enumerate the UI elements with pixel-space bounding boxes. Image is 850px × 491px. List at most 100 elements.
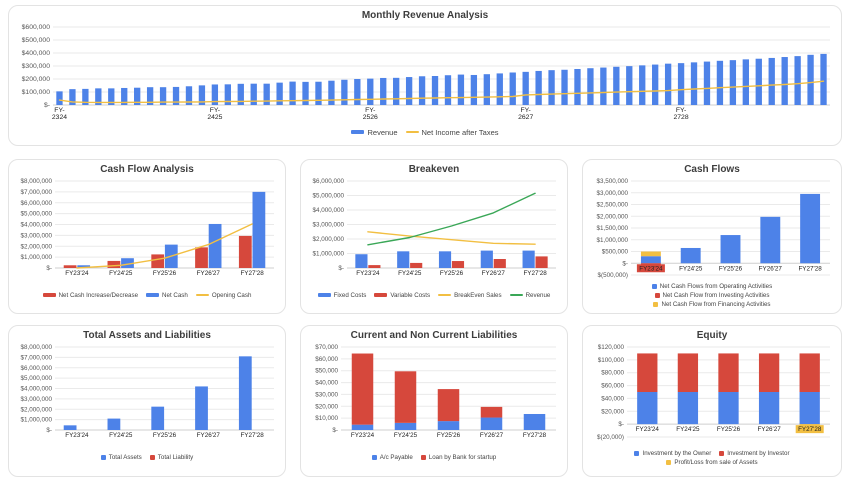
legend-label: Net Cash Flows from Operating Activities [659, 282, 773, 290]
svg-text:FY-2425: FY-2425 [207, 107, 222, 121]
svg-text:$200,000: $200,000 [22, 76, 51, 83]
legend-item: Net Cash Flows from Operating Activities [651, 282, 773, 291]
legend-marker-bar-icon [371, 455, 377, 460]
svg-text:$3,000,000: $3,000,000 [596, 190, 628, 197]
svg-text:$-: $- [622, 260, 628, 267]
legend-marker-bar-icon [719, 450, 725, 456]
legend-marker-line-icon [438, 294, 452, 296]
current-noncurrent-liabilities-plot[interactable]: $70,000 $60,000 $50,000 $40,000 $30,000 $20,0… [307, 342, 561, 442]
svg-text:FY23'24: FY23'24 [351, 432, 375, 439]
svg-text:$(20,000): $(20,000) [597, 434, 624, 441]
legend-item: Opening Cash [195, 291, 252, 300]
svg-text:FY27'28: FY27'28 [798, 265, 822, 272]
svg-text:FY27'28: FY27'28 [523, 432, 547, 439]
svg-text:$7,000,000: $7,000,000 [20, 354, 52, 361]
legend-label: BreakEven Sales [454, 291, 502, 299]
svg-text:$120,000: $120,000 [598, 344, 625, 351]
svg-text:FY26'27: FY26'27 [197, 270, 221, 277]
legend-item: Fixed Costs [317, 291, 366, 300]
chart-legend: Net Cash Increase/Decrease Net Cash Openin… [15, 280, 279, 310]
legend-item: Revenue [351, 127, 398, 137]
legend-marker-bar-icon [374, 293, 388, 297]
legend-label: Revenue [367, 127, 398, 137]
legend-marker-bar-icon [653, 301, 659, 307]
legend-item: Net Income after Taxes [405, 128, 499, 137]
cash-flows-chart-card[interactable]: Cash Flows $3,500,000 $3,000,000 $2,500,00… [582, 159, 842, 314]
svg-text:$4,000,000: $4,000,000 [312, 207, 344, 214]
middle-chart-row: Cash Flow Analysis $8,000,000 $7,000,000 $… [8, 159, 842, 314]
cash-flows-plot[interactable]: $3,500,000 $3,000,000 $2,500,000 $2,000,000… [589, 176, 835, 280]
svg-text:FY27'28: FY27'28 [240, 432, 264, 439]
svg-text:$30,000: $30,000 [315, 391, 338, 398]
legend-label: Investment by Investor [727, 449, 790, 457]
svg-text:$3,000,000: $3,000,000 [312, 222, 344, 229]
monthly-revenue-chart-card[interactable]: Monthly Revenue Analysis $600,000 $500,00… [8, 5, 842, 146]
legend-label: Total Liability [157, 454, 194, 461]
legend-item: Net Cash [146, 291, 188, 300]
legend-marker-bar-icon [666, 459, 672, 465]
svg-text:$6,000,000: $6,000,000 [20, 365, 52, 372]
svg-text:$3,000,000: $3,000,000 [20, 232, 52, 239]
legend-label: Investment by the Owner [642, 449, 712, 457]
breakeven-plot[interactable]: $6,000,000 $5,000,000 $4,000,000 $3,000,000… [307, 176, 561, 280]
chart-legend: A/c Payable Loan by Bank for startup [307, 442, 561, 473]
legend-label: Profit/Loss from sale of Assets [674, 458, 758, 466]
svg-text:$20,000: $20,000 [315, 403, 338, 410]
svg-text:$500,000: $500,000 [22, 37, 51, 44]
legend-label: Opening Cash [211, 291, 252, 299]
svg-text:$70,000: $70,000 [315, 344, 338, 351]
svg-text:$1,000,000: $1,000,000 [312, 251, 344, 258]
current-noncurrent-liabilities-chart-card[interactable]: Current and Non Current Liabilities $70,… [300, 325, 568, 477]
svg-text:$-: $- [44, 102, 50, 109]
legend-marker-bar-icon [651, 283, 657, 289]
legend-item: Loan by Bank for startup [420, 453, 497, 462]
svg-text:$80,000: $80,000 [601, 370, 624, 377]
svg-text:FY25'26: FY25'26 [440, 270, 464, 277]
svg-text:$-: $- [618, 421, 624, 428]
legend-marker-bar-icon [146, 293, 160, 297]
svg-text:$10,000: $10,000 [315, 415, 338, 422]
svg-text:$600,000: $600,000 [22, 24, 51, 31]
total-assets-liabilities-plot[interactable]: $8,000,000 $7,000,000 $6,000,000 $5,000,000… [15, 342, 279, 442]
legend-marker-bar-icon [100, 455, 106, 460]
equity-chart-card[interactable]: Equity $120,000 $100,000 $80,000 $60,000 $40… [582, 325, 842, 477]
svg-text:FY26'27: FY26'27 [482, 270, 506, 277]
chart-title: Equity [696, 330, 728, 341]
svg-text:FY26'27: FY26'27 [759, 265, 783, 272]
legend-item: Variable Costs [374, 291, 430, 300]
cash-flow-analysis-chart-card[interactable]: Cash Flow Analysis $8,000,000 $7,000,000 $… [8, 159, 286, 314]
legend-marker-bar-icon [42, 293, 56, 297]
svg-text:$40,000: $40,000 [601, 395, 624, 402]
chart-legend: Net Cash Flows from Operating Activities… [589, 280, 835, 310]
legend-item: Revenue [509, 291, 550, 300]
chart-title: Total Assets and Liabilities [83, 330, 211, 341]
legend-item: Net Cash Flow from Investing Activities [654, 291, 769, 300]
legend-marker-bar-icon [420, 455, 426, 460]
svg-text:$2,500,000: $2,500,000 [596, 202, 628, 209]
svg-text:FY-2526: FY-2526 [363, 107, 378, 121]
svg-text:$100,000: $100,000 [22, 89, 51, 96]
svg-text:$5,000,000: $5,000,000 [20, 375, 52, 382]
svg-text:$1,000,000: $1,000,000 [20, 417, 52, 424]
svg-text:FY24'25: FY24'25 [679, 265, 703, 272]
breakeven-chart-card[interactable]: Breakeven $6,000,000 $5,000,000 $4,000,000… [300, 159, 568, 314]
equity-plot[interactable]: $120,000 $100,000 $80,000 $60,000 $40,000 $20… [589, 342, 835, 442]
legend-item: Profit/Loss from sale of Assets [666, 458, 758, 467]
monthly-revenue-plot[interactable]: $600,000 $500,000 $400,000 $300,000 $200,000… [15, 22, 835, 122]
svg-text:$8,000,000: $8,000,000 [20, 178, 52, 185]
legend-label: Net Cash Flow from Financing Activities [661, 300, 771, 308]
svg-text:$400,000: $400,000 [22, 50, 51, 57]
svg-text:FY27'28: FY27'28 [240, 270, 264, 277]
svg-text:FY25'26: FY25'26 [717, 426, 741, 433]
legend-label: Loan by Bank for startup [428, 454, 497, 461]
svg-text:FY25'26: FY25'26 [153, 432, 177, 439]
svg-text:FY27'28: FY27'28 [798, 426, 822, 433]
svg-text:FY-2627: FY-2627 [518, 107, 533, 121]
legend-marker-bar-icon [634, 450, 640, 456]
cash-flow-analysis-plot[interactable]: $8,000,000 $7,000,000 $6,000,000 $5,000,000… [15, 176, 279, 280]
legend-label: Total Assets [108, 454, 142, 461]
total-assets-liabilities-chart-card[interactable]: Total Assets and Liabilities $8,000,000 $… [8, 325, 286, 477]
svg-text:$5,000,000: $5,000,000 [20, 211, 52, 218]
svg-text:$8,000,000: $8,000,000 [20, 344, 52, 351]
svg-text:FY24'25: FY24'25 [109, 432, 133, 439]
